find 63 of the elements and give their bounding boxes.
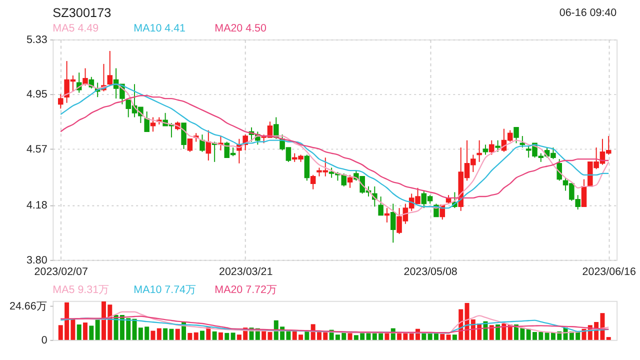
text: MA10 7.74万: [134, 284, 196, 296]
candlestick: [482, 144, 488, 156]
candlestick: [144, 111, 150, 132]
candlestick: [390, 203, 396, 244]
candlestick: [514, 126, 519, 144]
text: MA5 4.49: [52, 22, 99, 35]
candlestick: [556, 158, 562, 182]
bar: [452, 334, 457, 340]
y-tick-label: 4.18: [26, 200, 48, 212]
bar: [446, 334, 451, 340]
bar: [95, 319, 100, 340]
x-tick-label: 2023/02/07: [34, 266, 88, 278]
bar: [489, 325, 494, 340]
candlestick: [310, 174, 316, 190]
text: MA20 7.72万: [214, 284, 278, 296]
bar: [212, 331, 217, 340]
bar: [384, 332, 390, 340]
y-tick-label: 3.80: [26, 254, 48, 266]
candlestick: [181, 122, 186, 150]
candlestick: [581, 178, 587, 208]
bar: [89, 326, 94, 340]
bar: [218, 332, 223, 340]
bar: [175, 328, 180, 340]
candlestick: [187, 138, 193, 152]
text: MA20 4.50: [214, 22, 267, 35]
bar: [440, 334, 445, 340]
candlestick: [200, 134, 205, 152]
candlestick: [274, 116, 279, 140]
candlestick: [378, 196, 384, 216]
bar: [230, 332, 236, 340]
candlestick: [107, 50, 113, 86]
candlestick: [58, 94, 64, 110]
candlestick: [150, 116, 156, 132]
bar: [83, 322, 88, 340]
candlestick: [489, 140, 494, 156]
bar: [200, 330, 204, 340]
text: MA10 4.41: [134, 22, 186, 35]
bar: [156, 328, 162, 340]
series-label: MA5 9.31万: [52, 284, 110, 296]
y-tick-label: 4.57: [26, 143, 48, 156]
bar: [502, 323, 506, 340]
candlestick: [476, 140, 482, 162]
y-tick-label: 24.66万: [9, 300, 48, 313]
candlestick: [82, 68, 88, 86]
bar: [194, 332, 198, 340]
candlestick: [347, 174, 353, 188]
bar: [304, 331, 310, 340]
bar: [496, 324, 500, 340]
candlestick: [304, 154, 310, 182]
y-tick-label: 4.95: [26, 88, 48, 101]
text: 06-16 09:40: [559, 7, 617, 20]
y-tick-label: 5.33: [26, 34, 48, 46]
x-tick-label: 2023/05/08: [404, 266, 458, 278]
x-tick-label: 2023/06/16: [582, 266, 636, 278]
candlestick: [384, 208, 390, 223]
x-tick-label: 2023/03/21: [219, 266, 273, 278]
bar: [224, 332, 230, 340]
candlestick: [495, 140, 500, 152]
bar: [76, 324, 82, 340]
chart-title: SZ300173: [52, 6, 112, 20]
y-tick-label: 0: [41, 334, 48, 346]
bar: [606, 337, 611, 340]
bar: [188, 332, 192, 340]
